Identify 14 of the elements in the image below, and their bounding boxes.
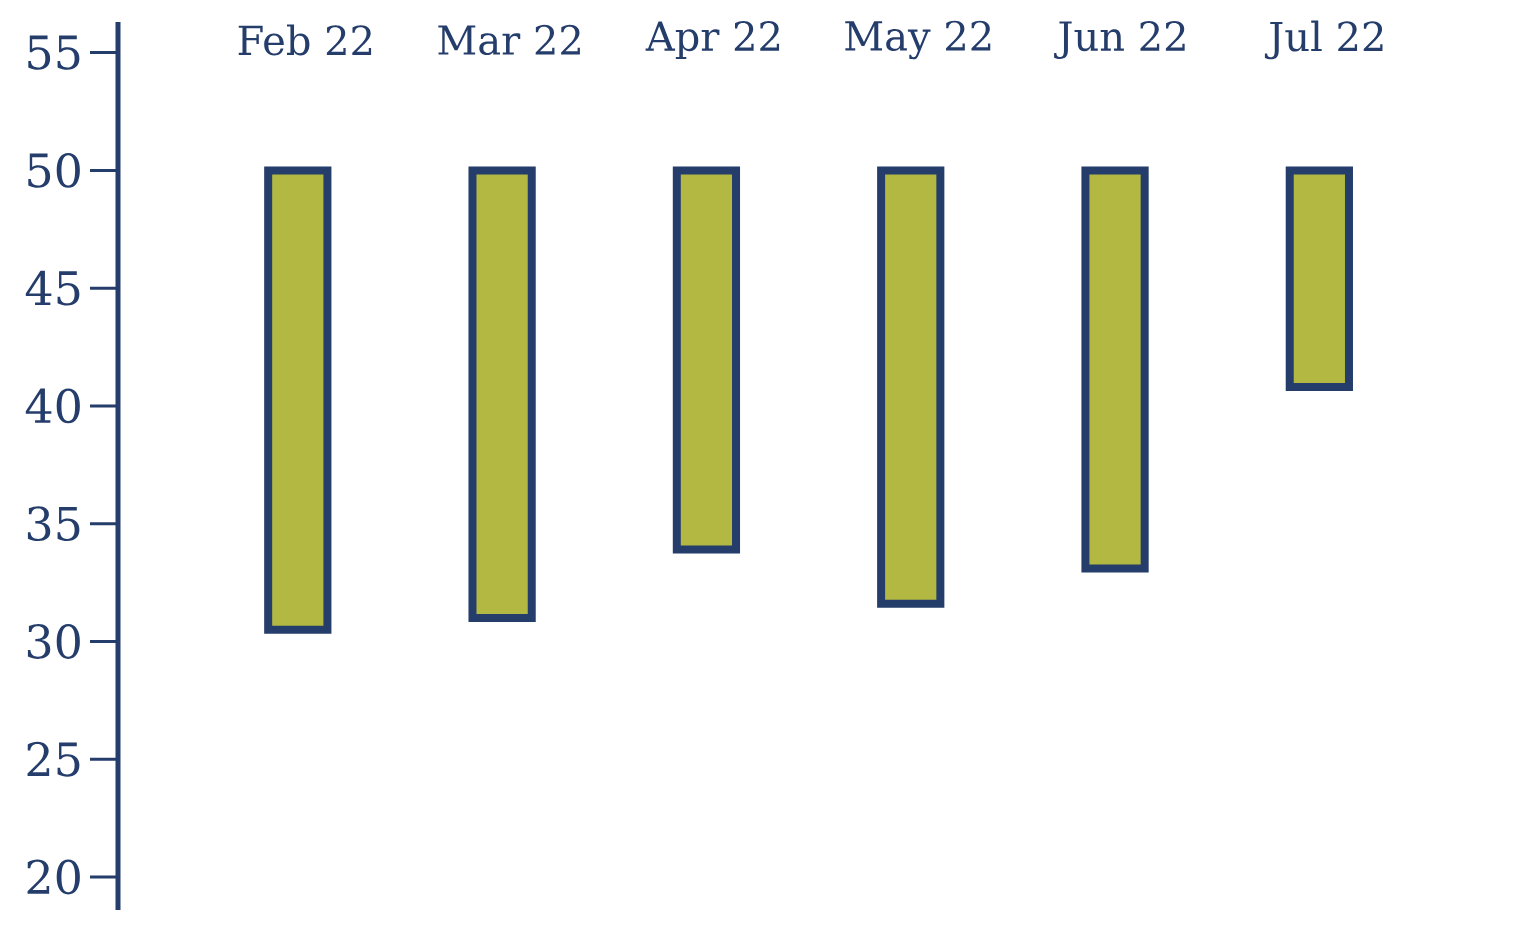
x-tick-label: Jun 22 (1054, 20, 1185, 59)
y-tick-label: 30 (27, 624, 80, 659)
x-tick-label: Mar 22 (438, 24, 580, 56)
y-tick-label: 40 (25, 388, 80, 424)
y-tick-label: 50 (28, 152, 80, 188)
x-tick-label: Jul 22 (1264, 20, 1383, 60)
y-tick-label: 35 (27, 506, 80, 542)
y-tick-label: 45 (25, 270, 80, 306)
x-tick-label: Apr 22 (645, 20, 780, 59)
y-tick-label: 25 (27, 741, 80, 777)
x-tick-label: May 22 (845, 20, 991, 60)
y-tick-label: 55 (28, 35, 80, 70)
x-tick-label: Feb 22 (238, 24, 372, 56)
y-tick-label: 20 (27, 859, 80, 895)
